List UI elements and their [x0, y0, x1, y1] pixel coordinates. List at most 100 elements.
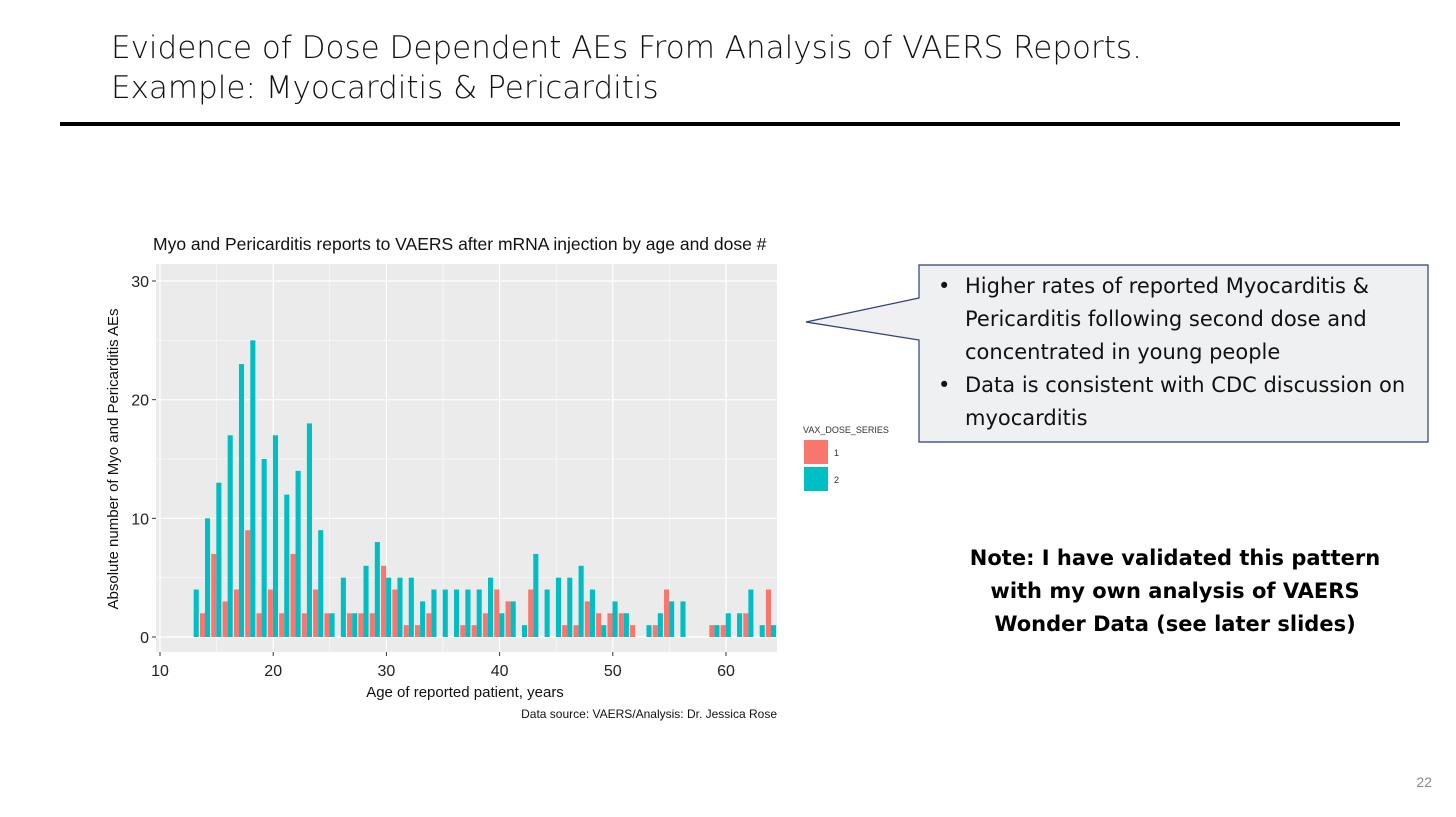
- bar-dose-2: [431, 589, 437, 637]
- bar-dose-1: [494, 589, 500, 637]
- bar-dose-2: [250, 340, 256, 637]
- bar-dose-2: [567, 577, 573, 637]
- bar-dose-1: [460, 625, 466, 637]
- note-line: with my own analysis of VAERS: [990, 579, 1360, 603]
- bar-dose-2: [601, 625, 607, 637]
- bar-dose-1: [709, 625, 715, 637]
- bar-dose-2: [340, 577, 346, 637]
- bar-dose-1: [290, 553, 296, 637]
- bar-dose-1: [573, 625, 579, 637]
- bar-dose-2: [272, 435, 279, 637]
- bar-dose-1: [528, 589, 534, 637]
- callout-bullet-list: Higher rates of reported Myocarditis & P…: [930, 270, 1416, 435]
- bar-dose-1: [482, 613, 488, 637]
- bar-dose-2: [714, 625, 720, 637]
- legend-label-dose-1: 1: [834, 448, 839, 458]
- bar-dose-2: [386, 577, 392, 637]
- bar-dose-2: [555, 577, 562, 637]
- bar-dose-2: [238, 364, 245, 637]
- callout-bullet: Higher rates of reported Myocarditis & P…: [930, 270, 1416, 369]
- bar-dose-1: [381, 565, 387, 637]
- bar-dose-2: [589, 589, 595, 637]
- bar-dose-2: [521, 625, 528, 637]
- x-tick-label: 10: [151, 663, 169, 680]
- bar-dose-2: [759, 625, 765, 637]
- bar-dose-1: [222, 601, 228, 637]
- bar-dose-1: [505, 601, 511, 637]
- bar-dose-1: [301, 613, 307, 637]
- bar-dose-2: [352, 613, 358, 637]
- x-tick-label: 60: [717, 663, 735, 680]
- x-tick-label: 20: [264, 663, 282, 680]
- bar-dose-1: [279, 613, 285, 637]
- page-number: 22: [1416, 774, 1432, 790]
- bar-dose-2: [623, 613, 629, 637]
- slide-title-line-1: Evidence of Dose Dependent AEs From Anal…: [111, 30, 1142, 66]
- bar-dose-2: [612, 601, 618, 637]
- bar-dose-2: [454, 589, 460, 637]
- bar-dose-2: [284, 494, 290, 637]
- y-axis-title: Absolute number of Myo and Pericarditis …: [105, 309, 122, 610]
- slide-title-line-2: Example: Myocarditis & Pericarditis: [111, 70, 659, 106]
- callout-bullet: Data is consistent with CDC discussion o…: [930, 369, 1416, 435]
- bar-dose-2: [374, 542, 380, 637]
- legend-key-dose-1: [804, 440, 828, 464]
- y-tick-label: 20: [131, 393, 149, 410]
- bar-dose-1: [403, 625, 409, 637]
- chart-caption: Data source: VAERS/Analysis: Dr. Jessica…: [521, 707, 777, 721]
- bar-dose-1: [414, 625, 421, 637]
- bar-dose-1: [245, 530, 251, 637]
- bar-dose-2: [397, 577, 403, 637]
- y-tick-label: 30: [131, 274, 149, 291]
- bar-dose-2: [476, 589, 482, 637]
- bar-dose-2: [533, 553, 539, 637]
- bar-dose-2: [329, 613, 335, 637]
- x-tick-label: 50: [604, 663, 622, 680]
- bar-dose-2: [578, 565, 584, 637]
- bar-dose-2: [216, 482, 222, 637]
- bar-dose-2: [204, 518, 211, 637]
- plot-panel: [156, 264, 777, 652]
- bar-dose-2: [193, 589, 199, 637]
- bar-dose-1: [313, 589, 319, 637]
- bar-dose-2: [510, 601, 516, 637]
- callout-box: Higher rates of reported Myocarditis & P…: [920, 266, 1426, 444]
- bar-dose-1: [471, 625, 477, 637]
- bar-dose-1: [347, 613, 353, 637]
- bar-dose-2: [544, 589, 550, 637]
- legend-key-dose-2: [804, 467, 828, 491]
- bar-dose-2: [680, 601, 686, 637]
- bar-dose-2: [487, 577, 494, 637]
- bar-dose-1: [562, 625, 568, 637]
- x-axis-title: Age of reported patient, years: [366, 684, 564, 701]
- bar-dose-1: [596, 613, 602, 637]
- bar-dose-2: [725, 613, 731, 637]
- bar-dose-2: [318, 530, 324, 637]
- bar-dose-1: [765, 589, 771, 637]
- slide-title: Evidence of Dose Dependent AEs From Anal…: [111, 28, 1311, 108]
- bar-dose-2: [442, 589, 448, 637]
- bar-dose-1: [267, 589, 273, 637]
- bar-dose-2: [737, 613, 743, 637]
- bar-dose-1: [324, 613, 330, 637]
- y-tick-label: 10: [131, 511, 149, 528]
- bar-dose-2: [227, 435, 233, 637]
- bar-dose-2: [408, 577, 414, 637]
- bar-dose-2: [669, 601, 675, 637]
- bar-dose-1: [233, 589, 239, 637]
- bar-dose-1: [426, 613, 432, 637]
- bar-dose-2: [363, 565, 369, 637]
- bar-dose-2: [499, 613, 505, 637]
- bar-dose-1: [392, 589, 398, 637]
- bar-dose-1: [652, 625, 658, 637]
- legend-label-dose-2: 2: [834, 475, 839, 485]
- bar-dose-2: [748, 589, 754, 637]
- bar-dose-1: [584, 601, 590, 637]
- bar-dose-1: [199, 613, 205, 637]
- title-divider: [60, 122, 1400, 126]
- bar-dose-2: [261, 459, 267, 637]
- bar-dose-1: [607, 613, 613, 637]
- bar-dose-2: [295, 470, 301, 637]
- legend-title: VAX_DOSE_SERIES: [803, 425, 889, 435]
